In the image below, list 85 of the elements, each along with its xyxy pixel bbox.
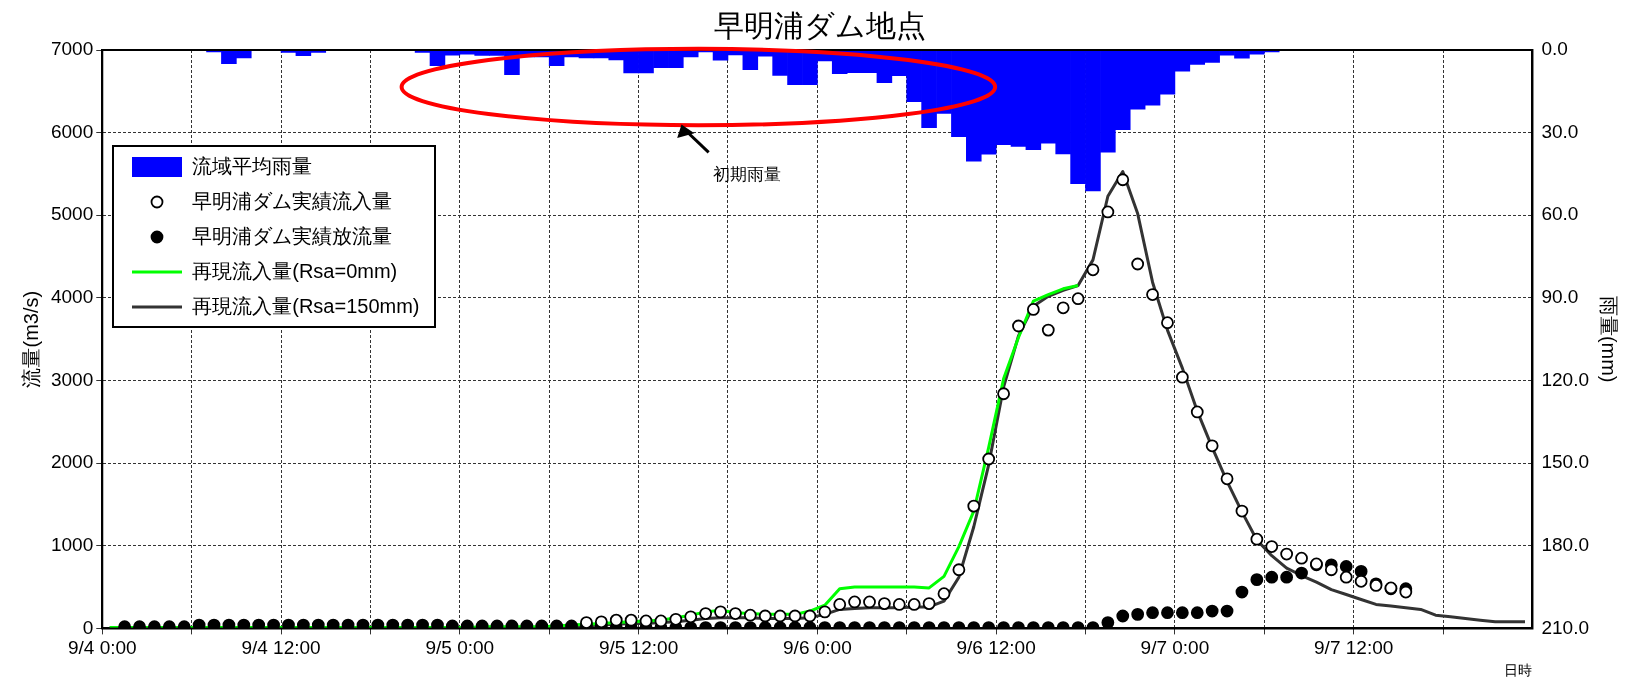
y2-tick-label: 30.0 xyxy=(1541,120,1579,142)
point xyxy=(1146,288,1159,301)
point xyxy=(714,605,727,619)
point xyxy=(967,499,981,513)
point xyxy=(594,615,608,629)
x-tick-label: 9/6 0:00 xyxy=(783,637,852,659)
y2-tick-label: 210.0 xyxy=(1541,616,1589,638)
legend-label: 再現流入量(Rsa=0mm) xyxy=(192,259,398,284)
y2-tick-label: 150.0 xyxy=(1541,451,1589,473)
y2-axis-title: 雨量(mm) xyxy=(1598,295,1621,383)
x-tick-label: 9/4 0:00 xyxy=(67,637,137,659)
point xyxy=(1101,205,1115,219)
point xyxy=(982,452,996,466)
legend-label: 早明浦ダム実績放流量 xyxy=(192,224,393,249)
point xyxy=(773,609,787,623)
y-tick-label: 7000 xyxy=(50,38,94,60)
point xyxy=(892,598,906,611)
point xyxy=(1071,292,1085,306)
point xyxy=(1339,570,1353,584)
legend-label: 早明浦ダム実績流入量 xyxy=(192,189,393,214)
y-tick-label: 0 xyxy=(82,616,94,638)
point xyxy=(818,605,832,619)
point xyxy=(669,612,683,626)
point xyxy=(907,598,921,611)
point xyxy=(1324,563,1338,577)
y2-tick-label: 60.0 xyxy=(1541,203,1579,225)
point xyxy=(1280,547,1294,561)
point xyxy=(848,595,862,609)
x-tick-label: 9/7 12:00 xyxy=(1314,637,1394,659)
y-tick-label: 6000 xyxy=(50,120,94,142)
y-tick-label: 2000 xyxy=(50,451,94,473)
point xyxy=(1041,323,1055,337)
y-tick-label: 3000 xyxy=(50,368,94,390)
x-axis-title: 日時 xyxy=(1504,662,1533,679)
y-tick-label: 1000 xyxy=(50,534,94,556)
point xyxy=(937,587,951,601)
point xyxy=(1235,504,1249,518)
x-tick-label: 9/7 0:00 xyxy=(1140,637,1210,659)
y-tick-label: 5000 xyxy=(50,203,94,225)
x-tick-label: 9/6 12:00 xyxy=(956,637,1036,659)
y2-tick-label: 90.0 xyxy=(1541,286,1579,308)
point xyxy=(729,607,742,620)
point xyxy=(1175,370,1189,384)
point xyxy=(654,614,668,628)
point xyxy=(952,563,966,577)
x-tick-label: 9/4 12:00 xyxy=(241,637,321,659)
point xyxy=(803,609,817,623)
point xyxy=(788,609,802,623)
point xyxy=(1026,303,1040,316)
point xyxy=(624,613,638,627)
point xyxy=(1295,551,1308,565)
y2-tick-label: 0.0 xyxy=(1541,38,1568,60)
point xyxy=(997,387,1010,401)
point xyxy=(699,607,713,620)
y-axis-title: 流量(m3/s) xyxy=(19,290,42,388)
point xyxy=(743,608,757,622)
point xyxy=(1220,472,1234,486)
point xyxy=(833,598,847,611)
point xyxy=(1205,439,1219,453)
point xyxy=(684,610,698,624)
point xyxy=(1116,173,1130,187)
point xyxy=(863,595,876,609)
point xyxy=(1086,263,1100,277)
point xyxy=(878,597,891,611)
point xyxy=(1161,316,1174,330)
point xyxy=(609,613,623,627)
y2-tick-label: 180.0 xyxy=(1541,534,1589,556)
point xyxy=(1056,301,1070,315)
x-tick-label: 9/5 0:00 xyxy=(425,637,495,659)
y-tick-label: 4000 xyxy=(50,286,94,308)
point xyxy=(639,614,653,628)
point xyxy=(1265,540,1279,553)
x-tick-label: 9/5 12:00 xyxy=(598,637,679,659)
point xyxy=(1354,574,1368,588)
chart-title: 早明浦ダム地点 xyxy=(714,9,926,43)
point xyxy=(1012,319,1025,333)
annotation: 初期雨量 xyxy=(713,163,782,186)
y2-tick-label: 120.0 xyxy=(1541,368,1589,390)
point xyxy=(758,609,772,623)
point xyxy=(1250,532,1264,546)
point xyxy=(1190,405,1204,419)
point xyxy=(922,597,936,611)
point xyxy=(1131,257,1145,271)
legend-label: 流域平均雨量 xyxy=(192,154,313,179)
legend-label: 再現流入量(Rsa=150mm) xyxy=(192,294,420,319)
